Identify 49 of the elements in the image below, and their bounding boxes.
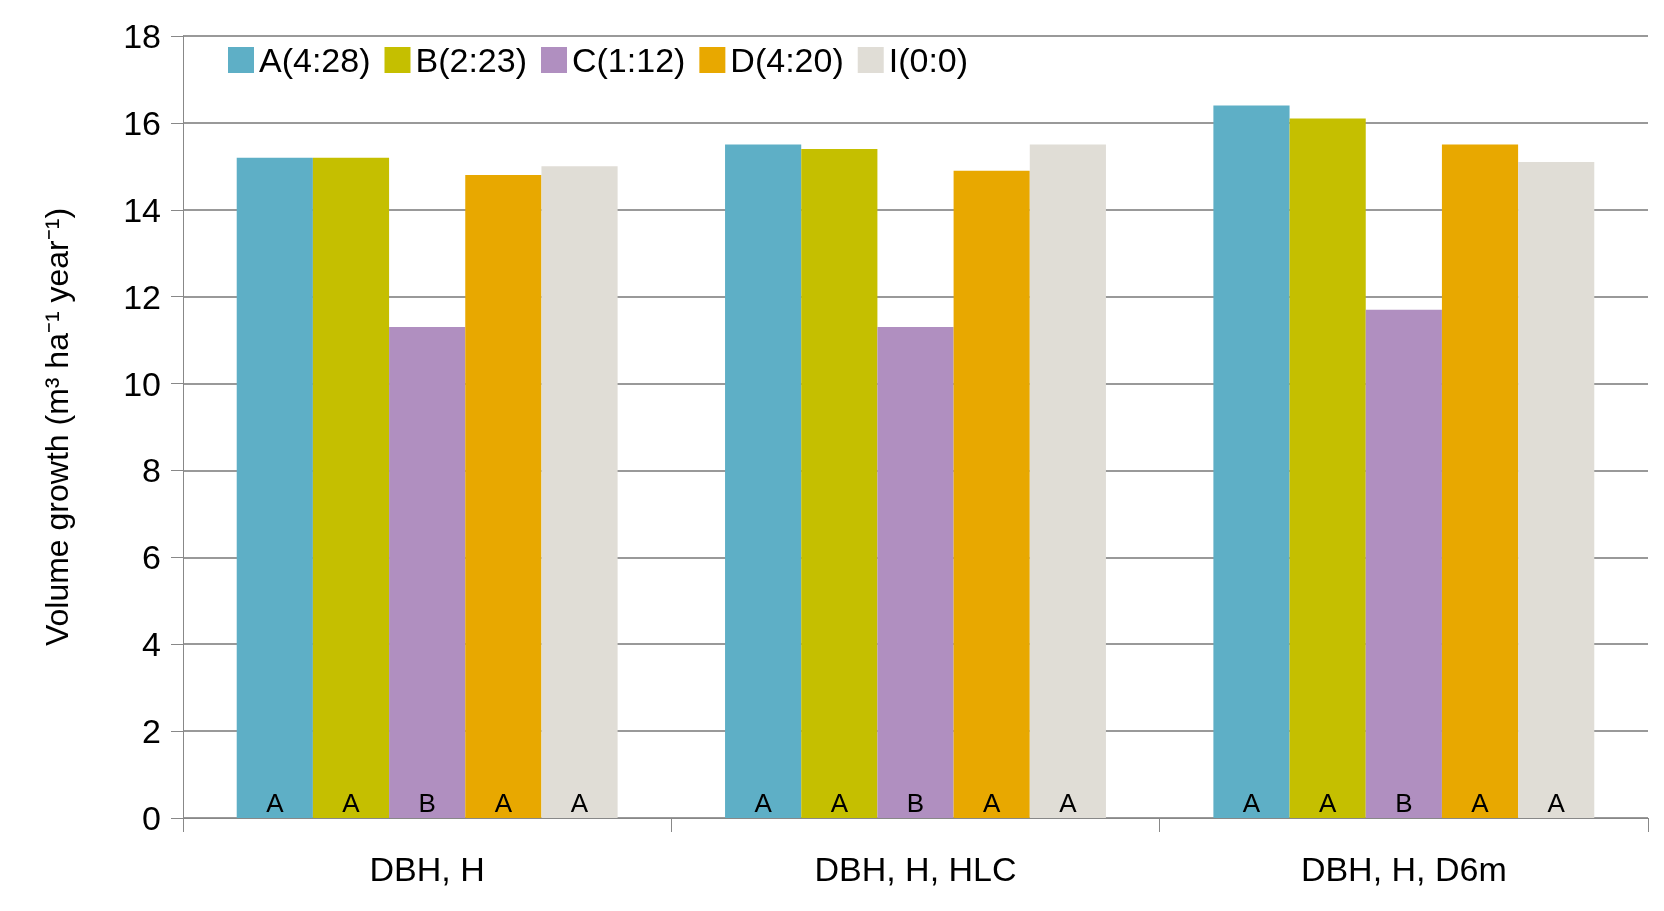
bar <box>541 166 618 818</box>
bar <box>953 170 1030 818</box>
legend-label: D(4:20) <box>730 41 844 79</box>
legend-label: I(0:0) <box>888 41 969 79</box>
bar <box>1518 161 1595 818</box>
y-tick-label: 10 <box>123 364 161 403</box>
data-label: A <box>983 788 1002 818</box>
bar <box>1213 105 1290 818</box>
y-tick-label: 6 <box>142 538 161 577</box>
data-label: A <box>1318 788 1337 818</box>
data-label: A <box>342 788 361 818</box>
data-label: A <box>1059 788 1078 818</box>
bar <box>1289 118 1366 818</box>
y-tick-label: 16 <box>123 103 161 142</box>
data-label: A <box>830 788 849 818</box>
bar <box>1029 144 1106 818</box>
bar <box>725 144 802 818</box>
y-axis-title: Volume growth (m³ ha⁻¹ year⁻¹) <box>39 207 75 647</box>
x-tick-label: DBH, H <box>369 850 485 888</box>
y-tick-label: 14 <box>123 190 161 229</box>
bar <box>1441 144 1519 818</box>
y-tick-label: 12 <box>123 277 161 316</box>
y-tick-label: 0 <box>142 799 161 837</box>
bar <box>312 157 390 818</box>
y-tick-label: 18 <box>123 17 161 55</box>
bar <box>465 175 542 818</box>
data-label: A <box>570 788 589 818</box>
bar <box>801 148 878 818</box>
bar <box>877 327 954 818</box>
legend-label: B(2:23) <box>415 41 527 79</box>
data-label: B <box>1395 788 1413 818</box>
bar <box>236 157 313 818</box>
bar <box>1365 309 1442 818</box>
y-tick-label: 8 <box>142 451 161 490</box>
data-label: A <box>1242 788 1261 818</box>
data-label: A <box>1471 788 1490 818</box>
y-tick-label: 2 <box>142 712 161 751</box>
legend-label: C(1:12) <box>571 41 686 79</box>
data-label: B <box>906 788 925 818</box>
x-tick-label: DBH, H, HLC <box>814 850 1017 888</box>
legend-label: A(4:28) <box>259 41 371 79</box>
data-label: B <box>418 788 436 818</box>
data-label: A <box>1547 788 1566 818</box>
data-label: A <box>494 788 513 818</box>
bar <box>389 327 466 818</box>
data-label: A <box>754 788 773 818</box>
x-tick-label: DBH, H, D6m <box>1300 850 1507 888</box>
y-tick-label: 4 <box>142 625 161 664</box>
data-label: A <box>266 788 285 818</box>
